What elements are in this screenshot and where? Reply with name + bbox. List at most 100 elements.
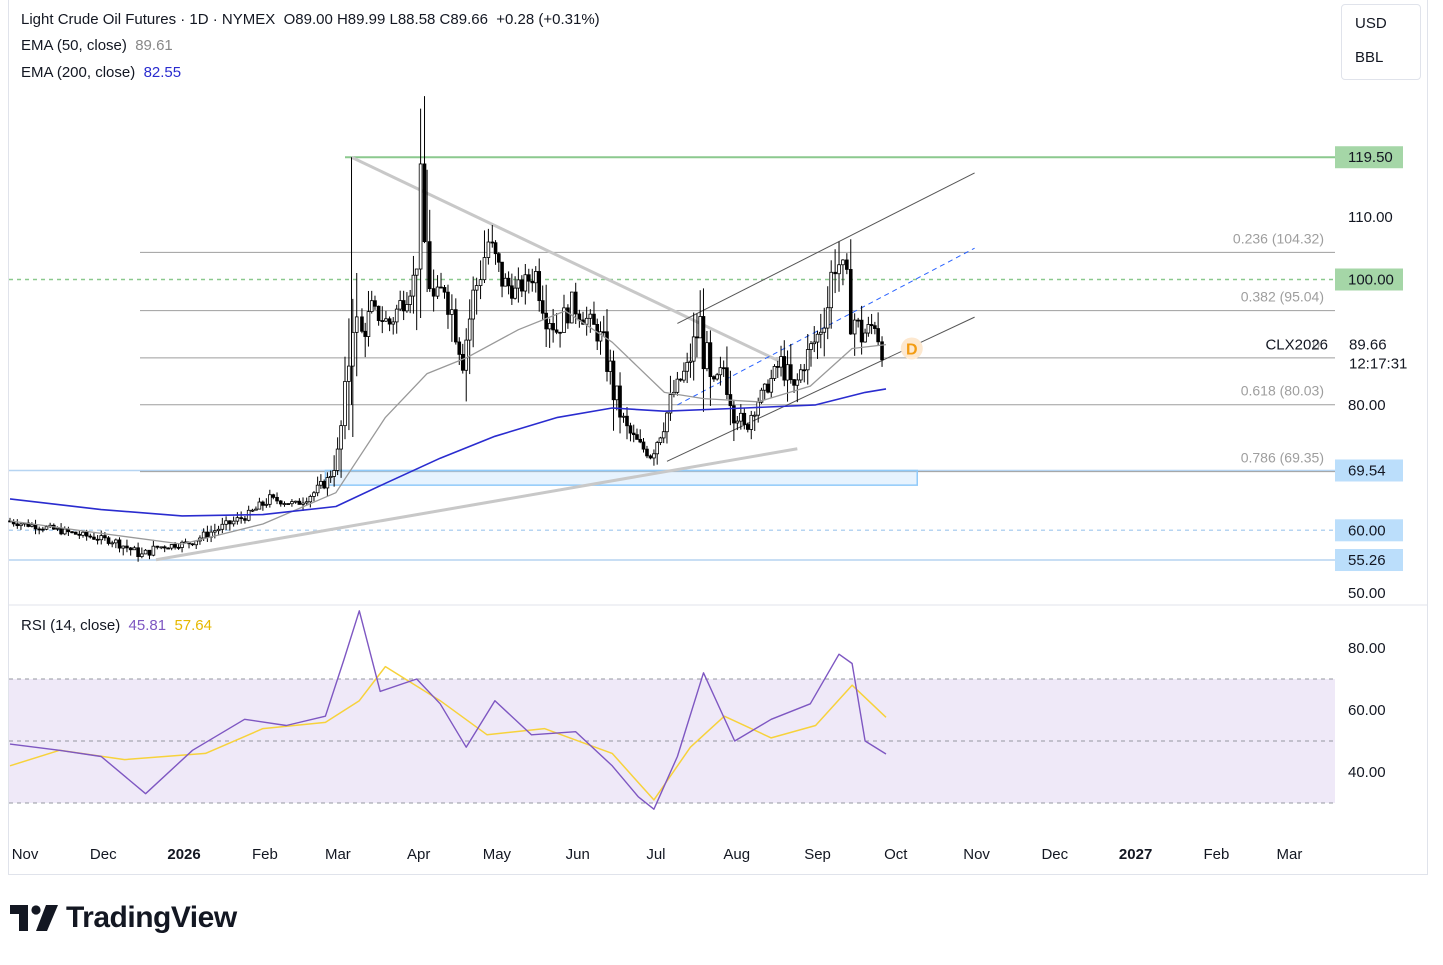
candle-body[interactable] xyxy=(446,291,450,315)
candle-body[interactable] xyxy=(715,374,719,380)
candle-body[interactable] xyxy=(384,318,388,322)
candle-body[interactable] xyxy=(712,376,716,380)
candle-body[interactable] xyxy=(328,476,333,479)
candle-body[interactable] xyxy=(614,385,619,401)
candle-body[interactable] xyxy=(439,286,443,289)
candle-body[interactable] xyxy=(762,383,767,391)
candle-body[interactable] xyxy=(537,271,542,302)
candle-body[interactable] xyxy=(584,317,589,325)
candle-body[interactable] xyxy=(520,279,524,292)
candle-body[interactable] xyxy=(852,319,857,335)
candle-body[interactable] xyxy=(688,360,693,363)
candle-body[interactable] xyxy=(343,381,347,427)
candle-body[interactable] xyxy=(628,425,633,434)
candle-body[interactable] xyxy=(81,531,85,536)
candle-body[interactable] xyxy=(427,241,432,290)
candle-body[interactable] xyxy=(845,259,849,270)
candle-body[interactable] xyxy=(739,412,743,422)
candle-body[interactable] xyxy=(55,527,60,530)
candle-body[interactable] xyxy=(264,503,269,506)
candle-body[interactable] xyxy=(554,329,559,333)
candle-body[interactable] xyxy=(510,285,514,299)
candle-body[interactable] xyxy=(450,309,454,315)
candle-body[interactable] xyxy=(376,305,381,321)
candle-body[interactable] xyxy=(718,367,723,376)
candle-body[interactable] xyxy=(540,300,545,314)
candle-body[interactable] xyxy=(782,356,787,381)
candle-body[interactable] xyxy=(422,163,427,243)
candle-body[interactable] xyxy=(380,320,385,322)
candle-body[interactable] xyxy=(618,385,622,418)
candle-body[interactable] xyxy=(588,313,593,319)
candle-body[interactable] xyxy=(297,500,302,505)
candle-body[interactable] xyxy=(829,271,834,309)
candle-body[interactable] xyxy=(304,501,309,504)
candle-body[interactable] xyxy=(749,414,754,430)
candle-body[interactable] xyxy=(665,412,669,433)
candle-body[interactable] xyxy=(566,307,570,324)
candle-body[interactable] xyxy=(408,295,412,305)
candle-body[interactable] xyxy=(544,312,548,330)
candle-body[interactable] xyxy=(169,544,174,549)
candle-body[interactable] xyxy=(401,300,406,312)
candle-body[interactable] xyxy=(785,364,790,381)
candle-body[interactable] xyxy=(506,277,511,287)
candle-body[interactable] xyxy=(216,528,221,532)
candle-body[interactable] xyxy=(658,437,663,443)
candle-body[interactable] xyxy=(228,520,232,525)
candle-body[interactable] xyxy=(756,401,761,416)
candle-body[interactable] xyxy=(387,318,392,325)
candle-body[interactable] xyxy=(166,547,170,550)
rsi-legend[interactable]: RSI (14, close) 45.81 57.64 xyxy=(21,617,212,634)
currency-unit-selector[interactable]: USD BBL xyxy=(1341,4,1421,80)
candle-body[interactable] xyxy=(818,331,823,335)
candle-body[interactable] xyxy=(128,547,133,551)
candle-body[interactable] xyxy=(863,332,867,343)
candle-body[interactable] xyxy=(140,553,144,557)
candle-body[interactable] xyxy=(275,496,279,502)
candle-body[interactable] xyxy=(471,289,475,320)
candle-body[interactable] xyxy=(721,367,726,370)
candle-body[interactable] xyxy=(848,269,853,335)
candle-body[interactable] xyxy=(812,341,817,345)
candle-body[interactable] xyxy=(474,285,479,291)
candle-body[interactable] xyxy=(110,542,114,545)
candle-body[interactable] xyxy=(373,300,377,307)
candle-body[interactable] xyxy=(271,494,276,498)
candle-body[interactable] xyxy=(224,520,228,525)
price-label-box[interactable] xyxy=(1335,459,1403,482)
candle-body[interactable] xyxy=(418,163,423,270)
candle-body[interactable] xyxy=(278,500,283,505)
candle-body[interactable] xyxy=(526,274,531,282)
tradingview-logo[interactable]: TradingView xyxy=(10,901,237,935)
price-label-box[interactable] xyxy=(1335,519,1403,542)
candle-body[interactable] xyxy=(752,414,757,417)
price-label-box[interactable] xyxy=(1335,549,1403,572)
candle-body[interactable] xyxy=(705,342,709,370)
candle-body[interactable] xyxy=(558,331,562,334)
candle-body[interactable] xyxy=(125,545,129,549)
channel-lower-line[interactable] xyxy=(666,316,975,462)
candle-body[interactable] xyxy=(257,501,262,510)
candle-body[interactable] xyxy=(795,379,800,386)
candle-body[interactable] xyxy=(638,438,643,443)
candle-body[interactable] xyxy=(837,264,841,275)
candle-body[interactable] xyxy=(106,537,111,544)
candle-body[interactable] xyxy=(486,241,491,258)
candle-body[interactable] xyxy=(59,527,63,535)
candle-body[interactable] xyxy=(411,274,416,297)
candle-body[interactable] xyxy=(530,280,535,284)
candle-body[interactable] xyxy=(360,316,364,332)
candle-body[interactable] xyxy=(19,523,23,527)
candle-body[interactable] xyxy=(772,366,777,379)
candle-body[interactable] xyxy=(605,331,609,372)
candle-body[interactable] xyxy=(598,331,603,342)
chart-canvas[interactable]: 0.236 (104.32) 0.382 (95.04) 0. 0.618 (80.0… xyxy=(0,0,1443,880)
candle-body[interactable] xyxy=(745,424,750,430)
candle-body[interactable] xyxy=(631,432,636,436)
candle-body[interactable] xyxy=(701,316,706,370)
candle-body[interactable] xyxy=(825,307,830,329)
candle-body[interactable] xyxy=(369,300,374,313)
candle-body[interactable] xyxy=(147,549,152,556)
candle-body[interactable] xyxy=(173,544,177,548)
